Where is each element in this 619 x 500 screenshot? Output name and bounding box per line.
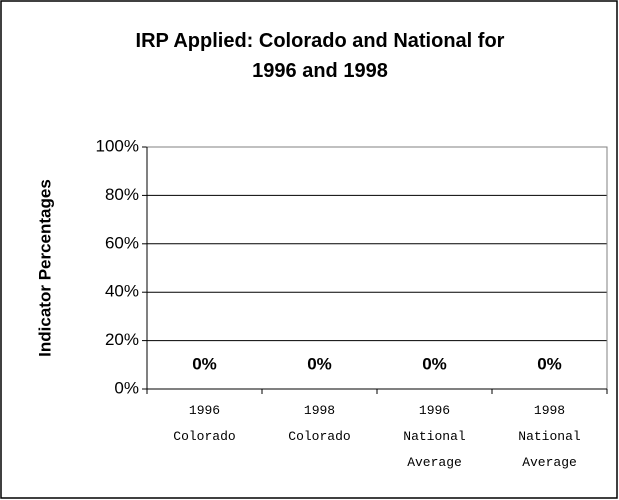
x-tick-label: 1996 Colorado [173,403,236,444]
y-tick-label: 100% [96,136,139,155]
value-label: 0% [422,354,447,373]
chart-title: IRP Applied: Colorado and National for 1… [135,30,505,82]
value-label: 0% [537,354,562,373]
x-tick-label: 1998 Colorado [288,403,351,444]
y-tick-label: 40% [105,282,139,301]
y-tick-label: 20% [105,330,139,349]
y-tick-label: 0% [114,378,139,397]
value-label: 0% [192,354,217,373]
y-tick-label: 60% [105,233,139,252]
value-label: 0% [307,354,332,373]
plot-area [146,146,608,390]
y-tick-label: 80% [105,185,139,204]
x-tick-label: 1998 National Average [518,403,581,470]
x-tick-label: 1996 National Average [403,403,466,470]
y-axis-label: Indicator Percentages [35,179,54,357]
